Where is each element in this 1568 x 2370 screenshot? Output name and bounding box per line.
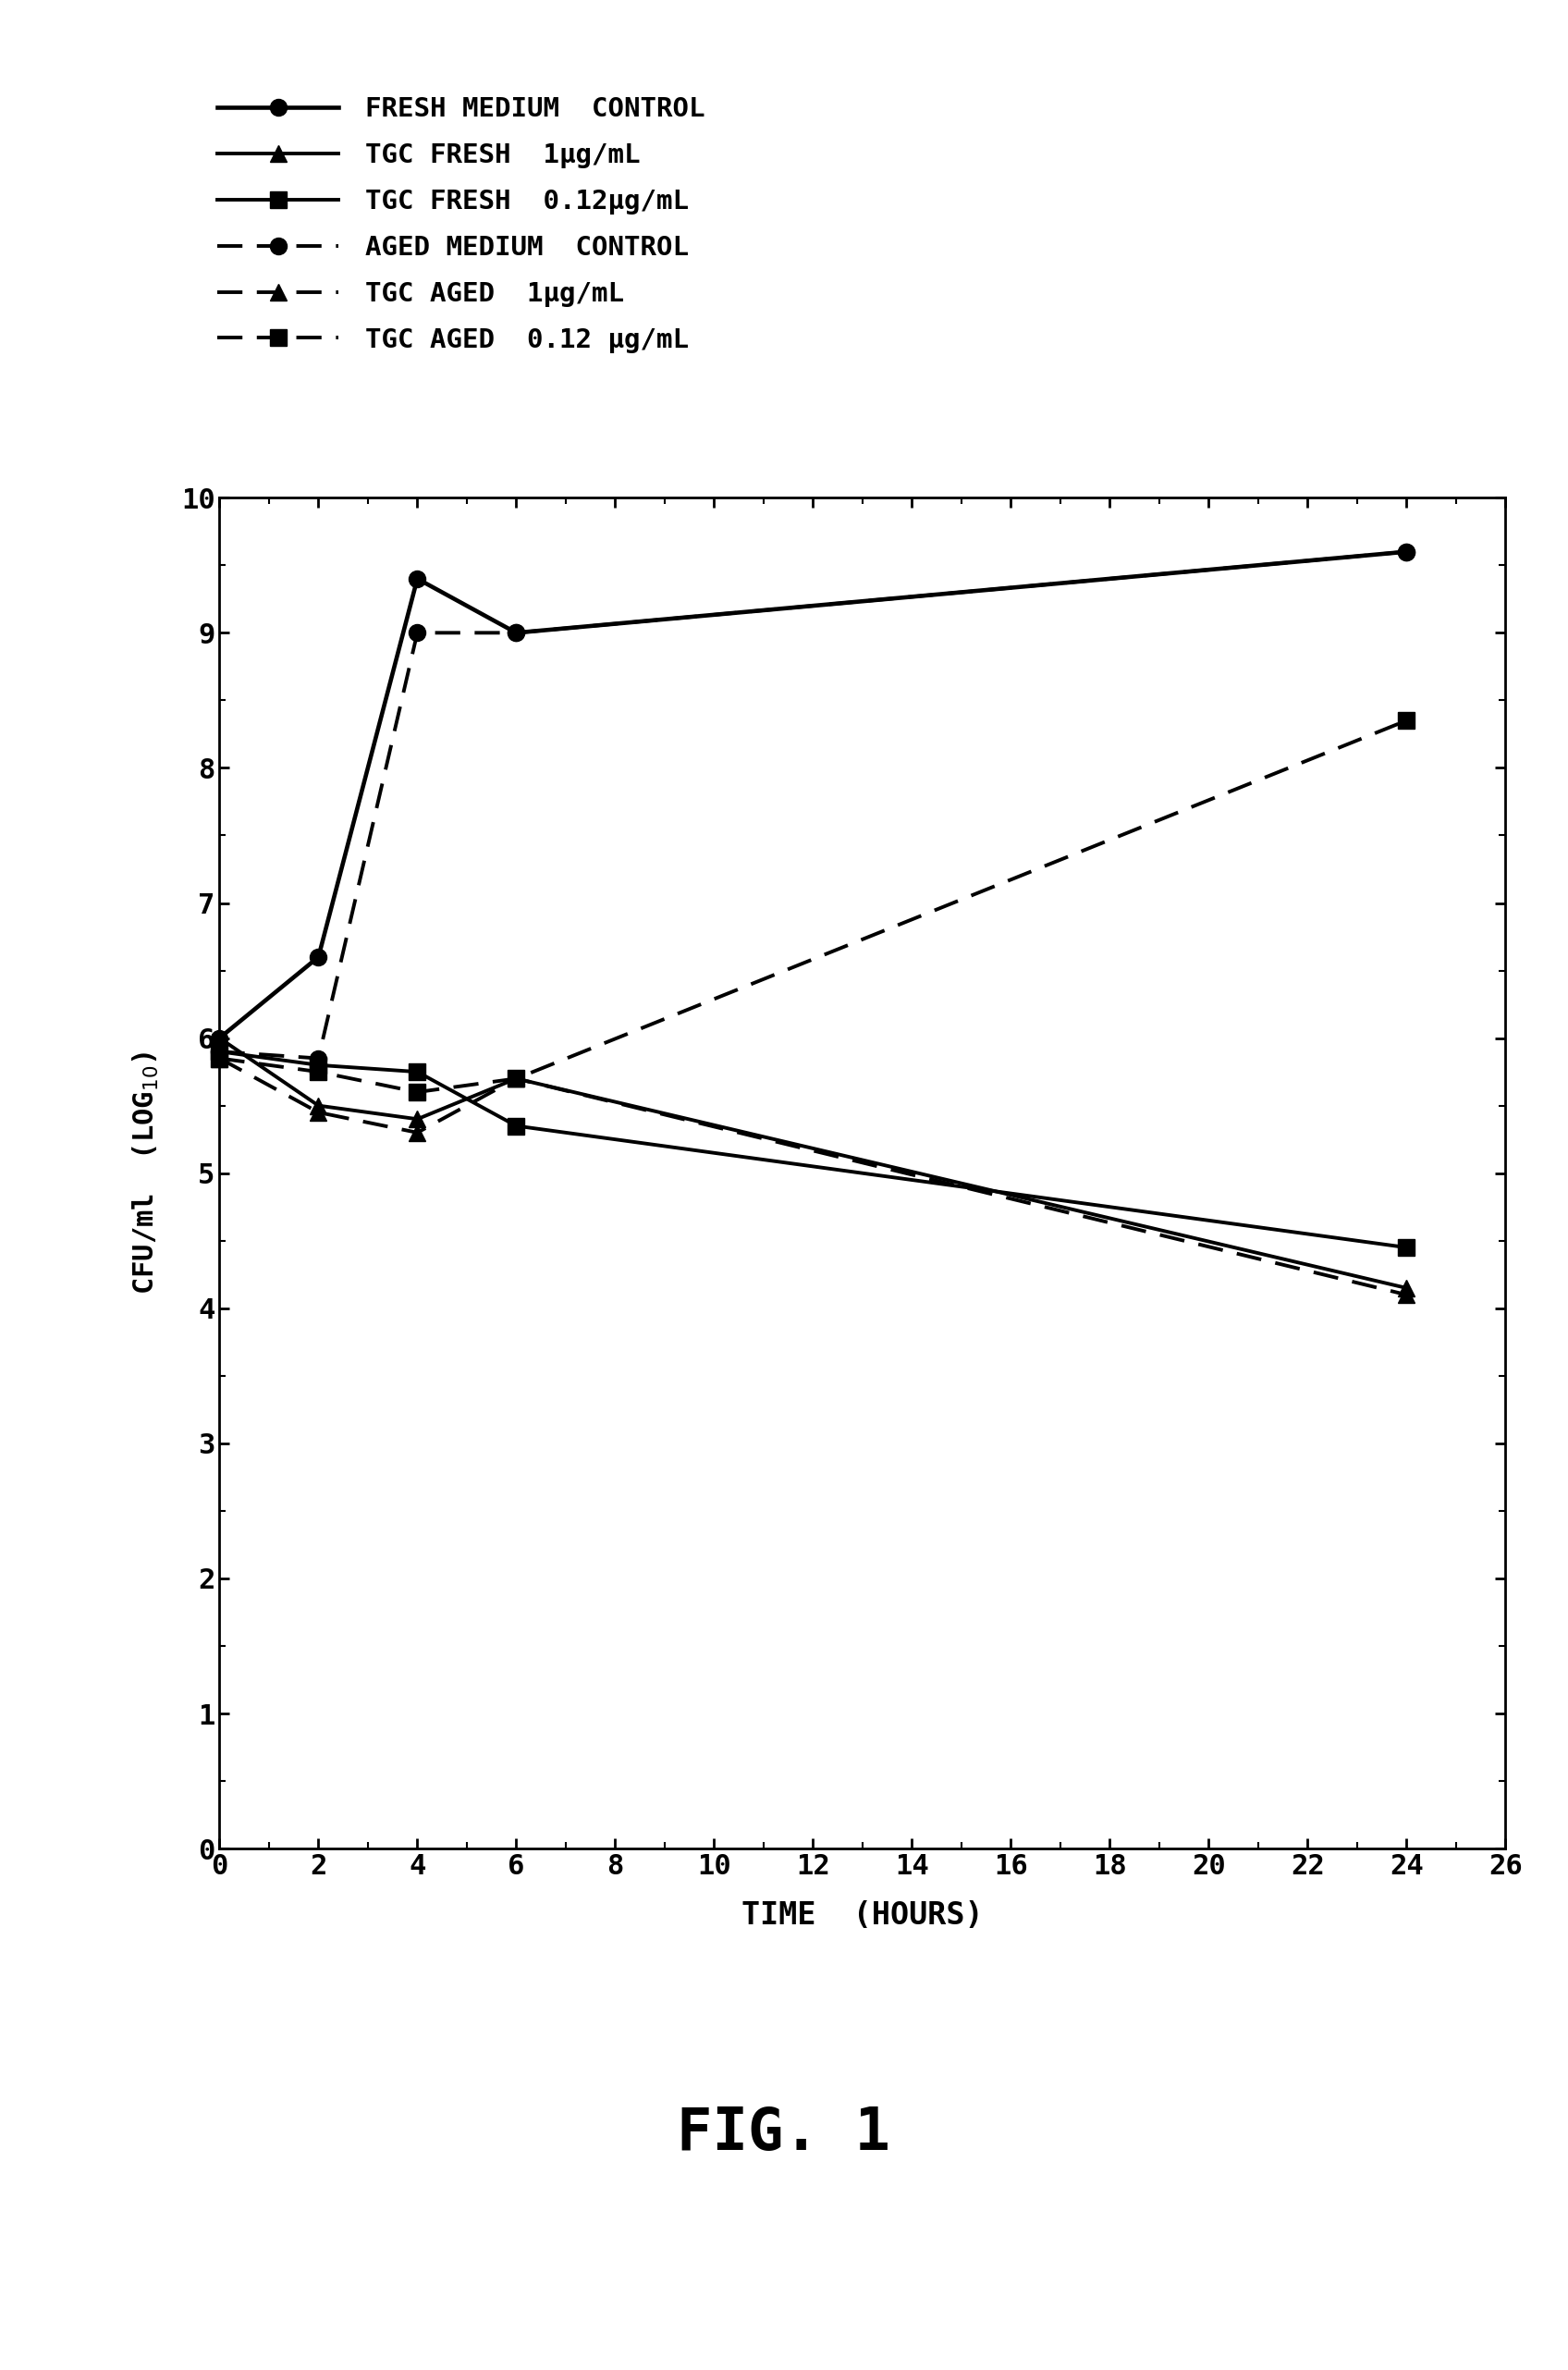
Text: FIG. 1: FIG. 1 <box>677 2105 891 2161</box>
Legend: FRESH MEDIUM  CONTROL, TGC FRESH  1μg/mL, TGC FRESH  0.12μg/mL, AGED MEDIUM  CON: FRESH MEDIUM CONTROL, TGC FRESH 1μg/mL, … <box>218 97 706 353</box>
X-axis label: TIME  (HOURS): TIME (HOURS) <box>742 1901 983 1932</box>
Y-axis label: CFU/ml  (LOG$_{10}$): CFU/ml (LOG$_{10}$) <box>130 1052 160 1294</box>
